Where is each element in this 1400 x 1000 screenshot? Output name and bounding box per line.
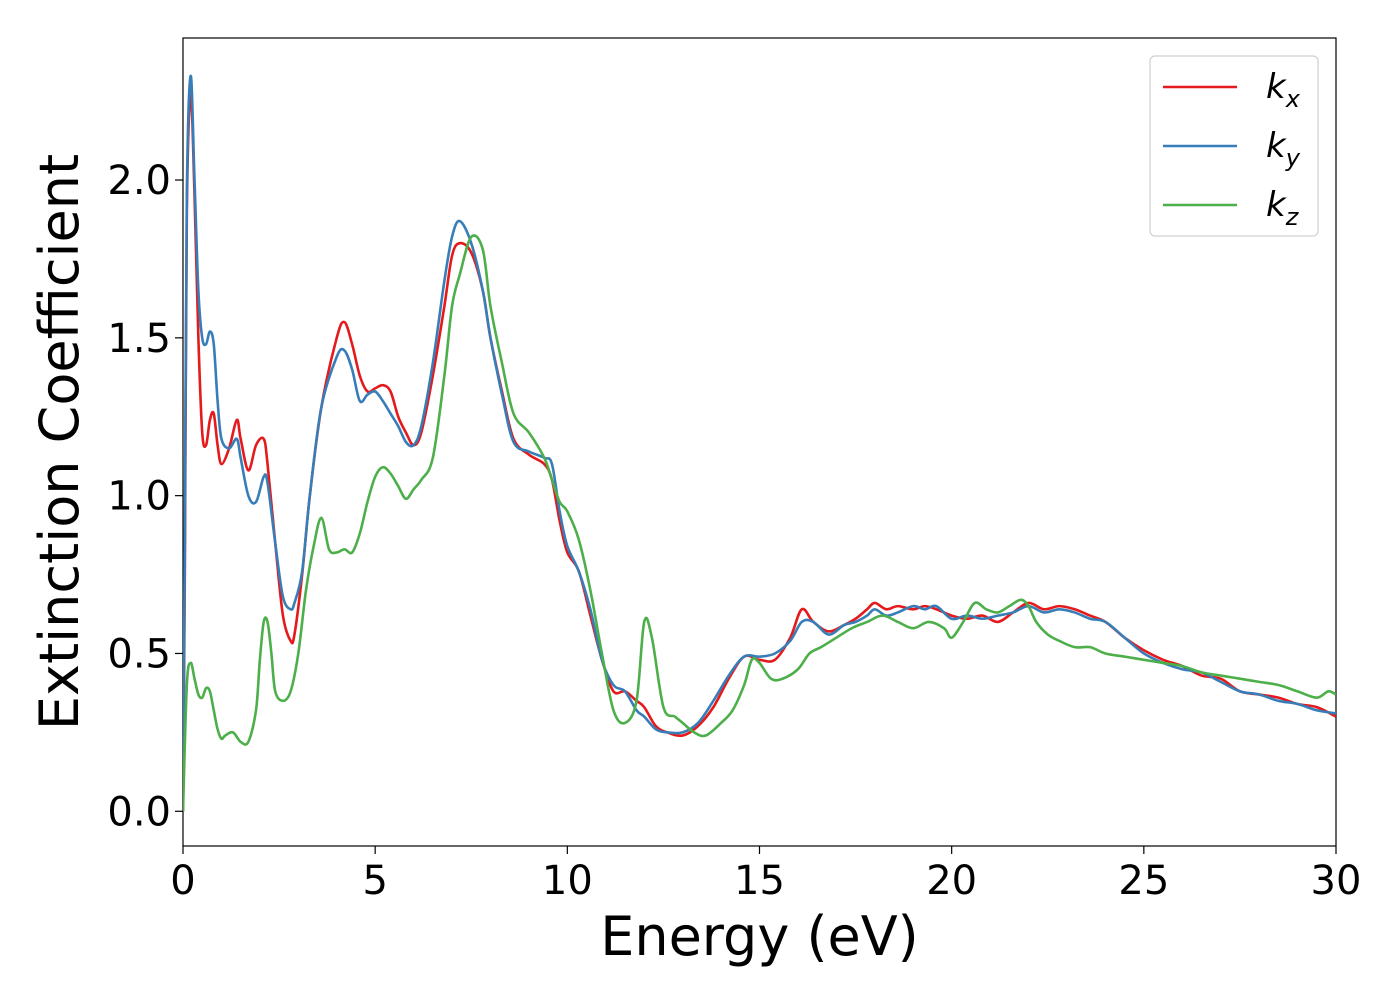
x-axis: 0 5 10 15 20 25 30 bbox=[170, 846, 1361, 904]
series-layer bbox=[183, 74, 1336, 812]
x-tick-label: 20 bbox=[926, 858, 977, 904]
y-tick-label: 1.5 bbox=[107, 316, 171, 362]
legend-label-k-y: ky bbox=[1266, 126, 1301, 172]
legend: kx ky kz bbox=[1149, 55, 1319, 237]
y-tick-label: 2.0 bbox=[107, 158, 171, 204]
x-tick-label: 5 bbox=[362, 858, 387, 904]
y-axis: 0.0 0.5 1.0 1.5 2.0 bbox=[107, 158, 183, 835]
x-tick-label: 25 bbox=[1118, 858, 1169, 904]
series-line-k-z bbox=[183, 234, 1336, 812]
y-tick-label: 0.5 bbox=[107, 631, 171, 677]
series-line-k-y bbox=[183, 74, 1336, 812]
x-axis-title: Energy (eV) bbox=[600, 905, 919, 968]
y-tick-label: 0.0 bbox=[107, 789, 171, 835]
y-tick-label: 1.0 bbox=[107, 474, 171, 520]
y-axis-title: Extinction Coefficient bbox=[28, 154, 91, 730]
x-tick-label: 0 bbox=[170, 858, 195, 904]
legend-label-k-x: kx bbox=[1266, 67, 1301, 113]
x-tick-label: 10 bbox=[542, 858, 593, 904]
x-tick-label: 30 bbox=[1311, 858, 1362, 904]
legend-label-k-z: kz bbox=[1266, 185, 1300, 231]
x-tick-label: 15 bbox=[734, 858, 785, 904]
